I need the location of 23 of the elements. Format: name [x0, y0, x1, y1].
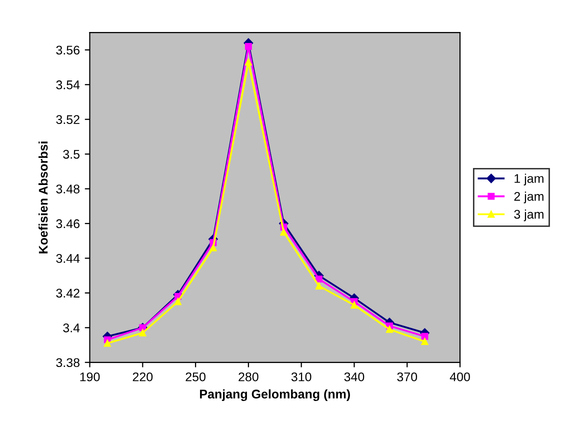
- y-tick-label: 3.56: [56, 46, 80, 55]
- legend-label: 3 jam: [514, 210, 544, 222]
- y-tick-label: 3.52: [56, 115, 80, 124]
- y-tick-label: 3.4: [63, 323, 80, 332]
- x-tick-label: 190: [80, 372, 100, 382]
- y-axis-title: Koefisien Absorbsi: [38, 142, 48, 254]
- x-tick-label: 370: [397, 372, 418, 382]
- x-tick-label: 220: [132, 372, 153, 382]
- x-tick-label: 280: [238, 372, 258, 382]
- y-tick-label: 3.54: [56, 80, 80, 90]
- y-tick-label: 3.42: [56, 288, 80, 298]
- legend-label: 1 jam: [514, 174, 544, 186]
- legend-label: 2 jam: [514, 192, 544, 204]
- y-tick-label: 3.44: [56, 254, 80, 263]
- x-tick-label: 310: [291, 372, 312, 382]
- y-tick-label: 3.46: [56, 219, 80, 228]
- y-tick-label: 3.5: [63, 150, 80, 159]
- x-tick-label: 250: [186, 372, 206, 382]
- x-axis-title: Panjang Gelombang (nm): [200, 389, 350, 402]
- y-tick-label: 3.48: [56, 184, 80, 194]
- x-tick-label: 340: [344, 372, 364, 382]
- y-tick-label: 3.38: [56, 358, 80, 368]
- x-tick-label: 400: [450, 372, 470, 382]
